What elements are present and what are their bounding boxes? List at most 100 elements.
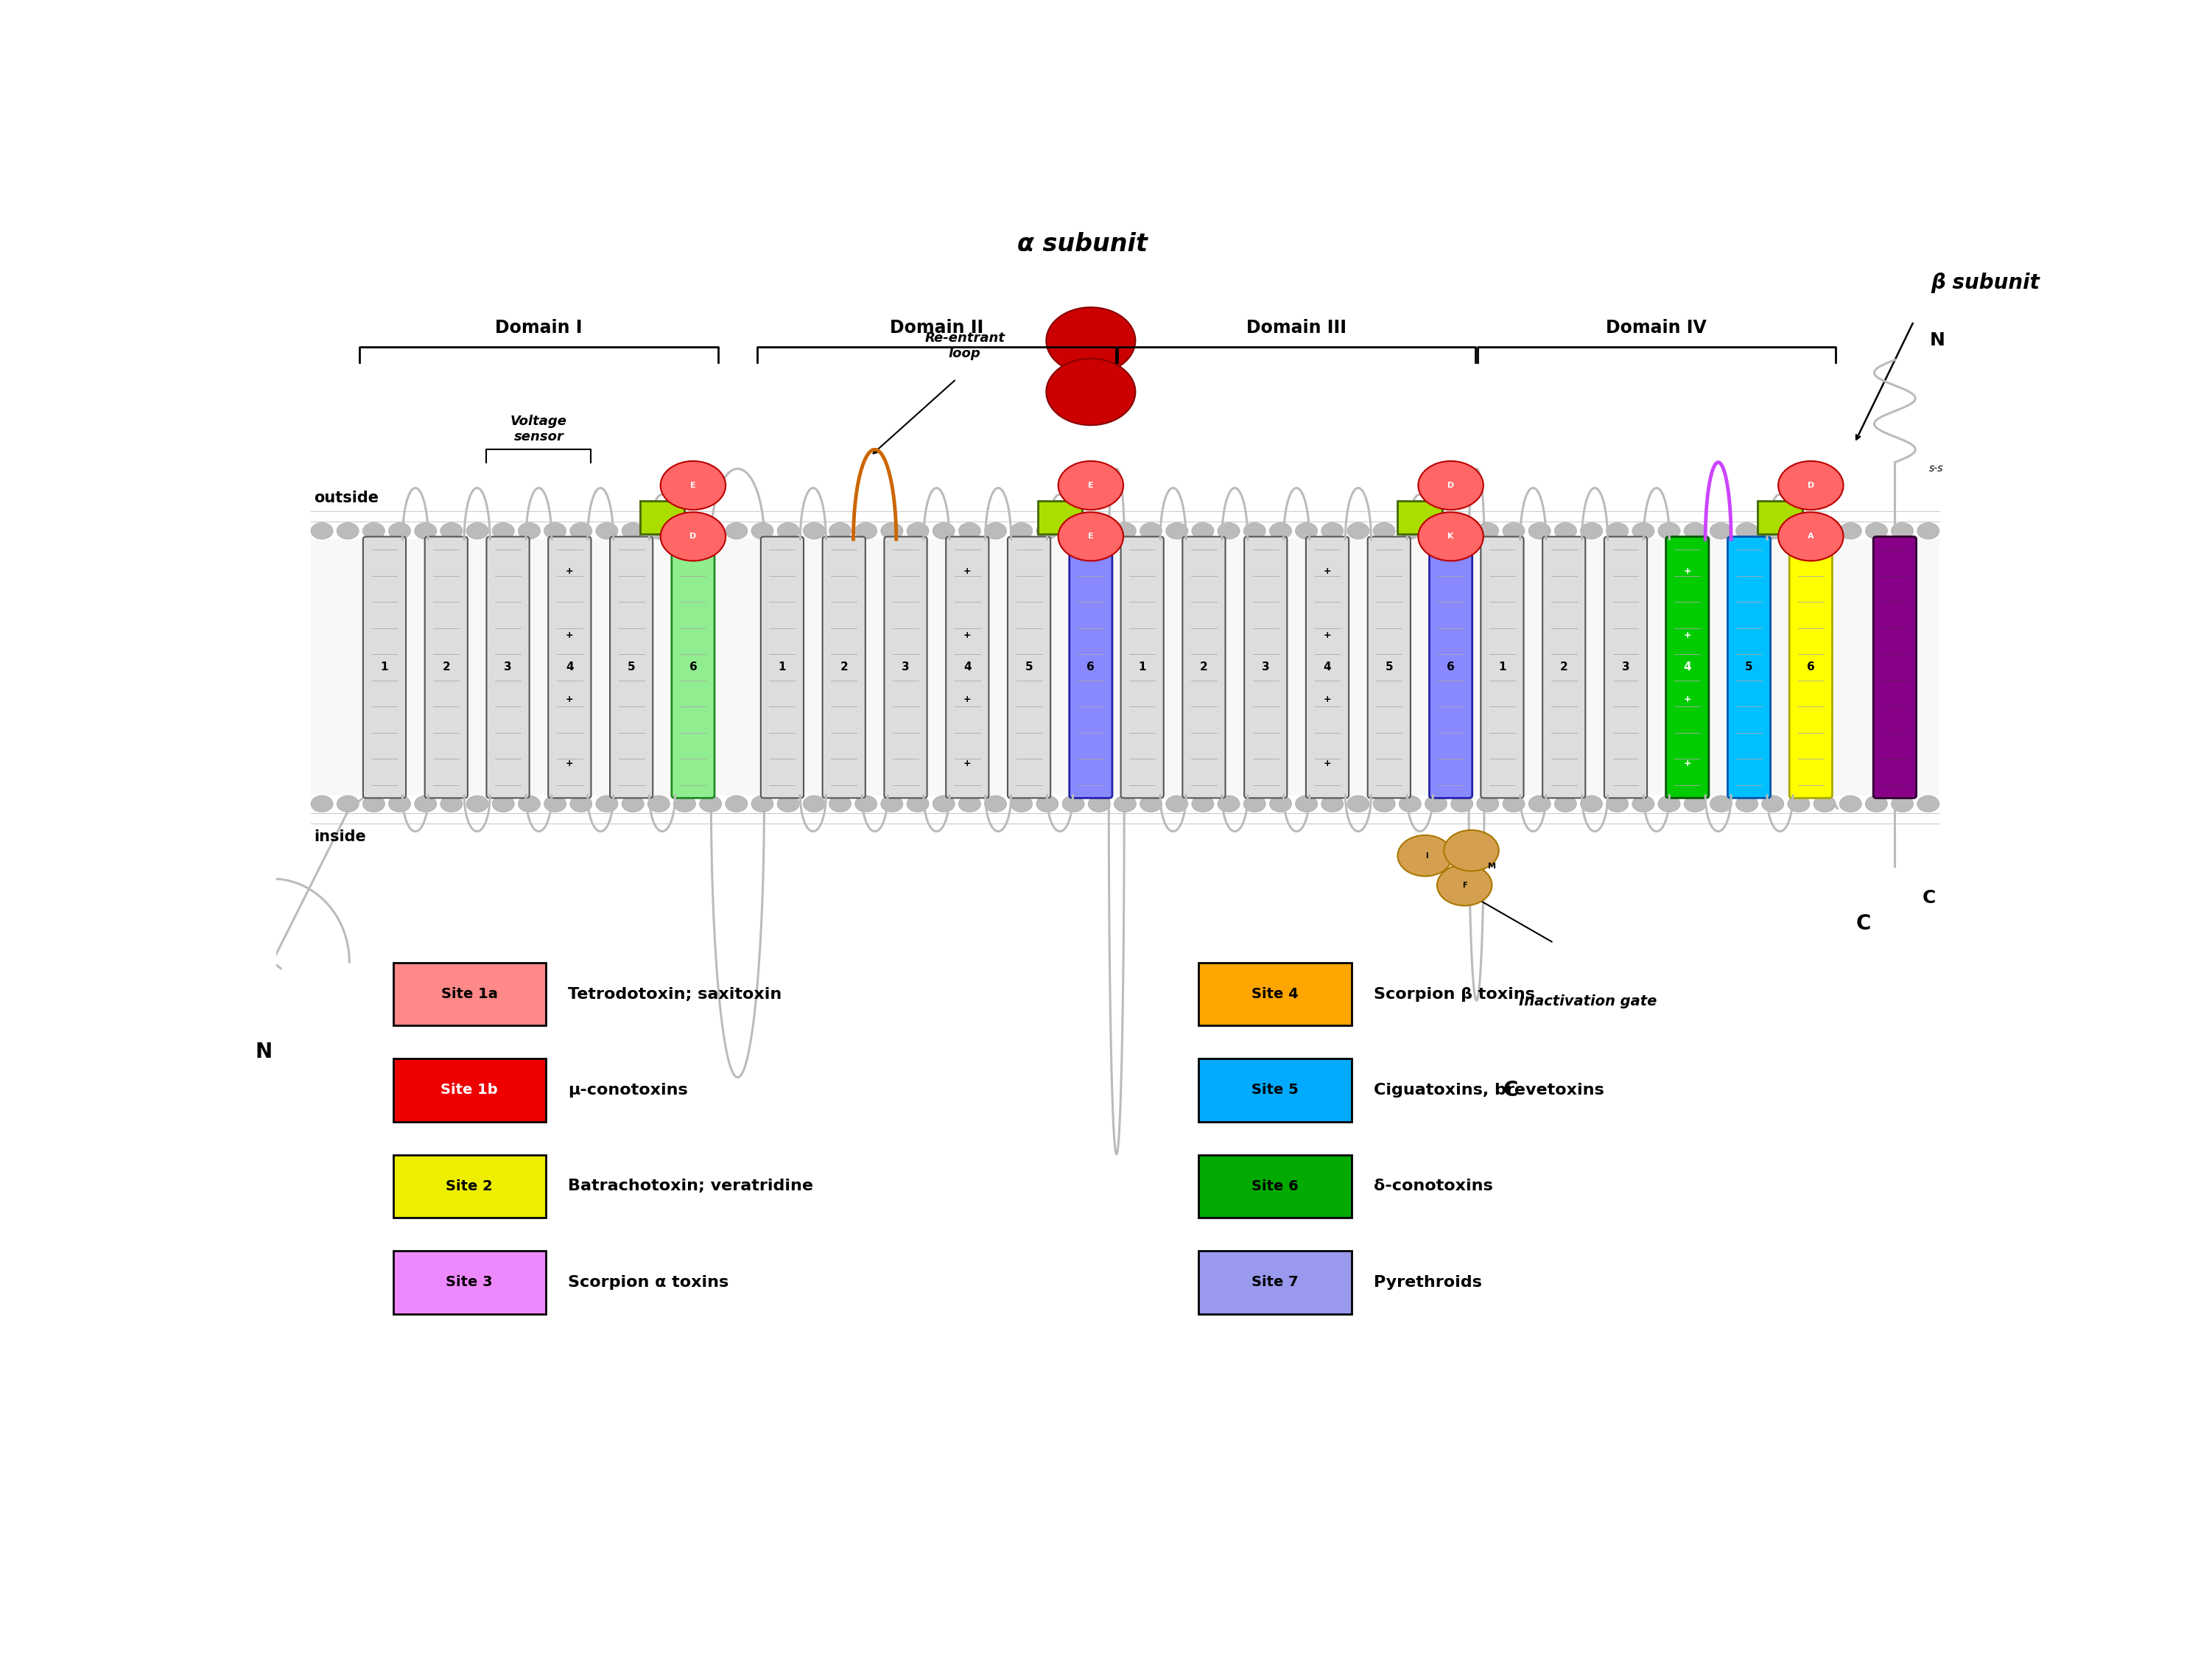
- Circle shape: [1166, 522, 1188, 539]
- Text: +: +: [1323, 694, 1332, 704]
- Circle shape: [854, 795, 878, 812]
- Circle shape: [571, 522, 593, 539]
- Text: +: +: [964, 566, 971, 576]
- Text: 2: 2: [1199, 662, 1208, 672]
- Circle shape: [1347, 795, 1369, 812]
- Circle shape: [1374, 522, 1396, 539]
- Circle shape: [363, 522, 385, 539]
- Text: 1: 1: [380, 662, 389, 672]
- FancyBboxPatch shape: [1542, 537, 1586, 799]
- Circle shape: [933, 795, 956, 812]
- Circle shape: [776, 795, 799, 812]
- Text: +: +: [1683, 759, 1692, 769]
- Circle shape: [1632, 795, 1655, 812]
- Text: Voltage
sensor: Voltage sensor: [511, 414, 566, 443]
- Circle shape: [595, 522, 617, 539]
- Text: Domain IV: Domain IV: [1606, 319, 1708, 336]
- Text: 6: 6: [690, 662, 697, 672]
- FancyBboxPatch shape: [1874, 537, 1916, 799]
- FancyBboxPatch shape: [1790, 537, 1832, 799]
- Circle shape: [726, 522, 748, 539]
- FancyBboxPatch shape: [1068, 537, 1113, 799]
- Circle shape: [1787, 795, 1809, 812]
- Circle shape: [1710, 522, 1732, 539]
- Circle shape: [1736, 522, 1759, 539]
- Text: D: D: [1807, 481, 1814, 489]
- Circle shape: [1606, 795, 1628, 812]
- Circle shape: [1035, 795, 1060, 812]
- Text: 1: 1: [1139, 662, 1146, 672]
- Circle shape: [1891, 795, 1913, 812]
- Circle shape: [1840, 795, 1863, 812]
- Circle shape: [1683, 795, 1705, 812]
- Circle shape: [467, 522, 489, 539]
- FancyBboxPatch shape: [947, 537, 989, 799]
- Text: inside: inside: [314, 829, 367, 844]
- Circle shape: [803, 795, 825, 812]
- Circle shape: [1011, 522, 1033, 539]
- Text: N: N: [1929, 331, 1944, 349]
- FancyBboxPatch shape: [672, 537, 714, 799]
- Circle shape: [518, 795, 540, 812]
- Text: 1: 1: [1498, 662, 1506, 672]
- Text: μ-conotoxins: μ-conotoxins: [568, 1083, 688, 1098]
- Circle shape: [776, 522, 799, 539]
- Circle shape: [1296, 522, 1318, 539]
- Circle shape: [363, 795, 385, 812]
- Text: 3: 3: [1261, 662, 1270, 672]
- Circle shape: [336, 795, 358, 812]
- Text: Site 5: Site 5: [1252, 1083, 1298, 1097]
- Circle shape: [622, 522, 644, 539]
- FancyBboxPatch shape: [823, 537, 865, 799]
- Circle shape: [389, 522, 411, 539]
- FancyBboxPatch shape: [1305, 537, 1349, 799]
- Text: 6: 6: [1807, 662, 1814, 672]
- Text: D: D: [690, 532, 697, 541]
- Text: 4: 4: [964, 662, 971, 672]
- Text: Site 2: Site 2: [447, 1180, 493, 1193]
- Circle shape: [1321, 795, 1343, 812]
- Circle shape: [1761, 795, 1783, 812]
- Circle shape: [1057, 513, 1124, 561]
- FancyBboxPatch shape: [1480, 537, 1524, 799]
- FancyBboxPatch shape: [1199, 1251, 1352, 1315]
- Circle shape: [1139, 522, 1161, 539]
- FancyBboxPatch shape: [1728, 537, 1770, 799]
- Circle shape: [1632, 522, 1655, 539]
- Circle shape: [1425, 522, 1447, 539]
- Text: D: D: [1447, 481, 1453, 489]
- Circle shape: [1444, 830, 1500, 870]
- FancyBboxPatch shape: [1398, 501, 1442, 534]
- Circle shape: [440, 795, 462, 812]
- Text: 1: 1: [779, 662, 785, 672]
- Circle shape: [1891, 522, 1913, 539]
- Circle shape: [1270, 795, 1292, 812]
- Circle shape: [1418, 461, 1484, 509]
- Text: 3: 3: [902, 662, 909, 672]
- Text: +: +: [964, 631, 971, 641]
- Text: E: E: [1088, 481, 1093, 489]
- Circle shape: [595, 795, 617, 812]
- FancyBboxPatch shape: [1199, 963, 1352, 1025]
- Circle shape: [1918, 522, 1940, 539]
- Circle shape: [1425, 795, 1447, 812]
- Text: Batrachotoxin; veratridine: Batrachotoxin; veratridine: [568, 1178, 814, 1193]
- Circle shape: [672, 795, 697, 812]
- Circle shape: [1579, 795, 1601, 812]
- Circle shape: [1192, 522, 1214, 539]
- FancyBboxPatch shape: [885, 537, 927, 799]
- Circle shape: [467, 795, 489, 812]
- Text: Ciguatoxins, brevetoxins: Ciguatoxins, brevetoxins: [1374, 1083, 1604, 1098]
- FancyBboxPatch shape: [1367, 537, 1411, 799]
- Circle shape: [1555, 795, 1577, 812]
- Text: 4: 4: [1323, 662, 1332, 672]
- Text: δ-conotoxins: δ-conotoxins: [1374, 1178, 1493, 1193]
- Circle shape: [752, 522, 774, 539]
- Text: 6: 6: [1086, 662, 1095, 672]
- Circle shape: [1270, 522, 1292, 539]
- Text: M: M: [1489, 862, 1495, 870]
- Circle shape: [854, 522, 878, 539]
- Circle shape: [830, 522, 852, 539]
- Text: Re-entrant
loop: Re-entrant loop: [925, 331, 1004, 359]
- FancyBboxPatch shape: [363, 537, 407, 799]
